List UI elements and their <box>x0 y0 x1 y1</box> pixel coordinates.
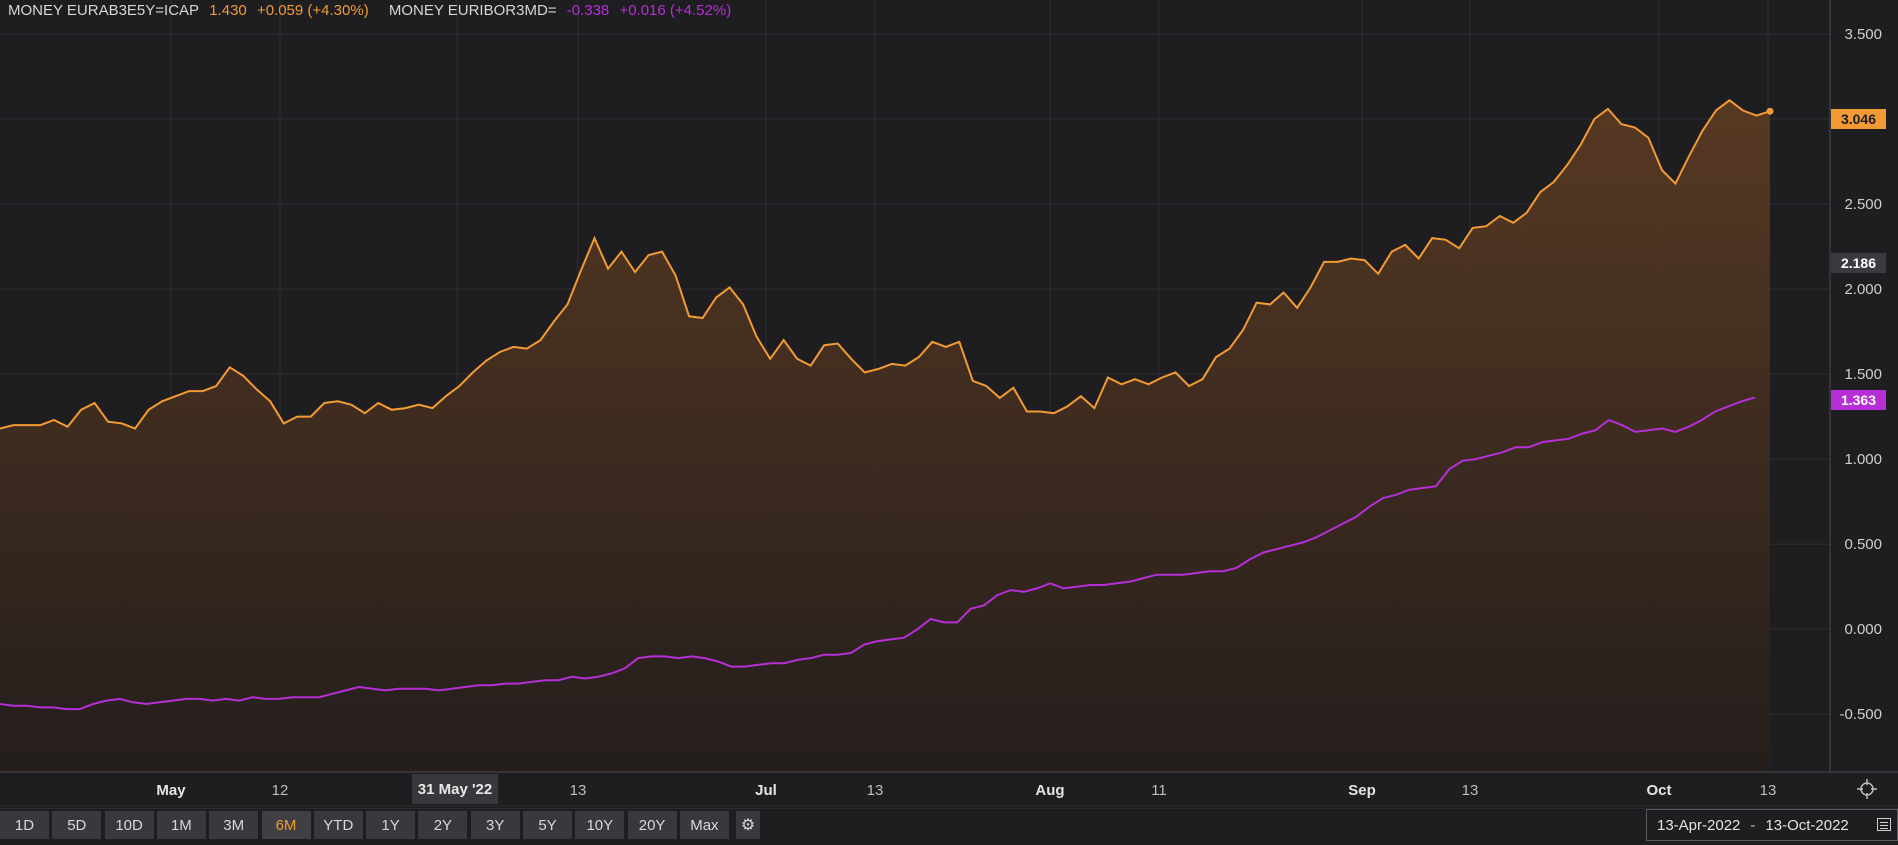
crosshair-icon[interactable] <box>1856 778 1878 800</box>
price-tag-purple: 1.363 <box>1831 390 1886 410</box>
range-button-1y[interactable]: 1Y <box>366 811 416 839</box>
x-tick-label: 13 <box>1462 782 1479 799</box>
x-tick-label: 13 <box>1760 782 1777 799</box>
legend-series2-last: -0.338 <box>566 2 610 19</box>
legend: MONEY EURAB3E5Y=ICAP 1.430 +0.059 (+4.30… <box>8 2 737 19</box>
x-crosshair-label: 31 May '22 <box>412 774 498 804</box>
y-tick-label: 3.500 <box>1844 26 1882 43</box>
range-button-10d[interactable]: 10D <box>104 811 154 839</box>
legend-series2-name: MONEY EURIBOR3MD= <box>388 2 557 19</box>
date-separator: - <box>1750 816 1756 834</box>
x-tick-label: May <box>156 782 186 799</box>
settings-gear-icon[interactable]: ⚙ <box>736 811 760 839</box>
range-button-5y[interactable]: 5Y <box>523 811 572 839</box>
date-from[interactable]: 13-Apr-2022 <box>1657 816 1741 834</box>
series1-last-point <box>1766 107 1774 115</box>
range-button-3y[interactable]: 3Y <box>470 811 520 839</box>
y-tick-label: 2.000 <box>1844 281 1882 298</box>
date-range-picker[interactable]: 13-Apr-2022 - 13-Oct-2022 <box>1646 809 1898 841</box>
price-tag-orange: 3.046 <box>1831 109 1886 129</box>
legend-series2-change: +0.016 (+4.52%) <box>619 2 732 19</box>
range-button-ytd[interactable]: YTD <box>313 811 363 839</box>
range-button-6m[interactable]: 6M <box>261 811 311 839</box>
y-tick-label: 0.000 <box>1844 621 1882 638</box>
range-button-5d[interactable]: 5D <box>52 811 102 839</box>
x-tick-label: Aug <box>1035 782 1064 799</box>
y-tick-label: 1.000 <box>1844 451 1882 468</box>
range-button-20y[interactable]: 20Y <box>627 811 677 839</box>
range-button-1m[interactable]: 1M <box>156 811 206 839</box>
range-button-3m[interactable]: 3M <box>209 811 259 839</box>
price-tag-middle: 2.186 <box>1831 253 1886 273</box>
y-tick-label: -0.500 <box>1839 706 1882 723</box>
legend-series1-name: MONEY EURAB3E5Y=ICAP <box>8 2 200 19</box>
legend-series1-change: +0.059 (+4.30%) <box>256 2 369 19</box>
date-to[interactable]: 13-Oct-2022 <box>1765 816 1849 834</box>
x-tick-label: 11 <box>1151 782 1167 799</box>
legend-series1-last: 1.430 <box>209 2 247 19</box>
series1-area <box>0 100 1770 773</box>
range-toolbar: 1D 5D 10D 1M 3M 6M YTD 1Y 2Y 3Y 5Y 10Y 20Y Max ⚙ 13-A… <box>0 808 1898 845</box>
x-tick-label: 13 <box>570 782 587 799</box>
range-button-1d[interactable]: 1D <box>0 811 49 839</box>
y-tick-label: 0.500 <box>1844 536 1882 553</box>
range-button-10y[interactable]: 10Y <box>575 811 625 839</box>
chart-svg[interactable]: 3.500 2.500 2.000 1.500 1.000 0.500 0.000 -0.50… <box>0 0 1898 808</box>
y-tick-label: 2.500 <box>1844 196 1882 213</box>
series1-line[interactable] <box>0 99 1771 430</box>
range-button-max[interactable]: Max <box>679 811 729 839</box>
x-tick-label: 12 <box>272 782 289 799</box>
x-tick-label: Sep <box>1348 782 1376 799</box>
range-button-2y[interactable]: 2Y <box>418 811 468 839</box>
x-tick-label: Jul <box>755 782 777 799</box>
x-tick-label: Oct <box>1646 782 1671 799</box>
series2-line[interactable] <box>0 396 1756 711</box>
y-tick-label: 1.500 <box>1844 366 1882 383</box>
calendar-icon[interactable] <box>1877 818 1891 831</box>
x-tick-label: 13 <box>867 782 884 799</box>
